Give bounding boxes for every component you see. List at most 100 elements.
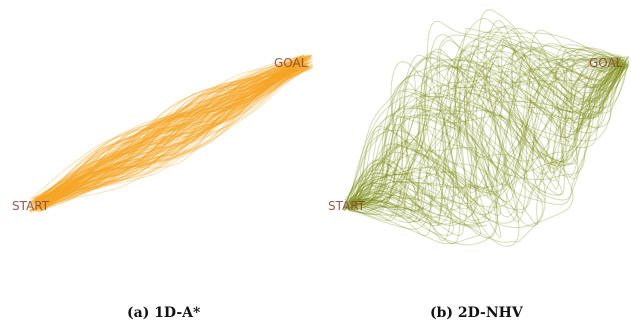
trajectory-path: [352, 57, 628, 210]
trajectory-path: [348, 65, 621, 211]
trajectory-path: [343, 56, 629, 208]
trajectory-path: [343, 56, 619, 211]
trajectory-path: [351, 17, 630, 236]
panel-b-trajectories: [343, 9, 630, 247]
trajectory-path: [33, 55, 307, 204]
trajectory-path: [30, 62, 308, 212]
trajectory-path: [39, 61, 308, 201]
trajectory-path: [344, 35, 623, 227]
trajectory-path: [41, 63, 304, 201]
trajectory-path: [39, 65, 304, 199]
trajectory-path: [37, 58, 311, 205]
trajectory-path: [344, 57, 626, 209]
trajectory-path: [36, 67, 310, 212]
trajectory-path: [352, 34, 620, 227]
trajectory-path: [346, 55, 619, 206]
trajectory-path: [344, 54, 620, 203]
trajectory-path: [31, 58, 306, 211]
trajectory-path: [347, 54, 628, 225]
trajectory-path: [29, 59, 302, 199]
trajectory-path: [344, 31, 626, 230]
trajectory-path: [34, 62, 308, 201]
trajectory-path: [354, 59, 626, 208]
trajectory-path: [41, 55, 303, 207]
trajectory-path: [343, 40, 622, 245]
trajectory-path: [354, 51, 627, 206]
trajectory-path: [39, 54, 305, 207]
trajectory-path: [37, 56, 302, 201]
trajectory-path: [39, 58, 306, 201]
trajectory-path: [345, 46, 620, 218]
trajectory-path: [30, 56, 310, 203]
trajectory-path: [29, 56, 306, 203]
trajectory-path: [39, 61, 301, 213]
trajectory-path: [353, 61, 626, 211]
trajectory-path: [38, 68, 310, 201]
trajectory-path: [33, 65, 304, 200]
trajectory-path: [343, 66, 626, 208]
trajectory-path: [349, 58, 619, 215]
trajectory-path: [29, 61, 313, 212]
trajectory-path: [354, 59, 627, 200]
trajectory-path: [33, 63, 313, 203]
trajectory-path: [348, 20, 630, 224]
trajectory-path: [34, 64, 303, 208]
panel-a-trajectory-plot: START GOAL: [12, 54, 314, 213]
trajectory-path: [32, 60, 303, 201]
trajectory-path: [349, 59, 627, 224]
trajectory-path: [41, 65, 308, 201]
trajectory-path: [347, 59, 628, 223]
trajectory-path: [40, 54, 310, 209]
trajectory-path: [348, 29, 630, 227]
trajectory-path: [351, 50, 621, 203]
trajectory-path: [354, 53, 624, 225]
trajectory-path: [35, 60, 313, 200]
trajectory-path: [38, 58, 305, 204]
trajectory-path: [346, 66, 629, 214]
trajectory-path: [30, 64, 313, 206]
trajectory-path: [344, 66, 628, 209]
trajectory-path: [348, 64, 629, 211]
trajectory-path: [32, 58, 306, 205]
trajectory-path: [355, 56, 628, 213]
trajectory-path: [32, 57, 305, 211]
trajectory-path: [39, 55, 311, 203]
trajectory-path: [344, 57, 621, 206]
trajectory-path: [34, 54, 313, 211]
trajectory-path: [35, 58, 307, 209]
trajectory-path: [40, 60, 303, 204]
trajectory-path: [40, 55, 311, 210]
trajectory-path: [352, 63, 629, 201]
trajectory-path: [343, 9, 622, 246]
trajectory-path: [349, 57, 619, 202]
panel-b-start-label: START: [328, 199, 366, 213]
trajectory-path: [350, 60, 627, 203]
trajectory-path: [36, 56, 303, 204]
trajectory-path: [34, 61, 302, 205]
trajectory-path: [344, 60, 620, 205]
trajectory-path: [351, 57, 622, 221]
trajectory-path: [35, 57, 306, 208]
trajectory-path: [30, 63, 309, 203]
trajectory-path: [348, 56, 630, 212]
panel-a-caption: (a) 1D-A*: [127, 305, 201, 321]
trajectory-path: [345, 59, 629, 214]
trajectory-path: [343, 62, 624, 210]
trajectory-path: [353, 45, 627, 245]
trajectory-path: [346, 56, 618, 211]
trajectory-path: [347, 60, 625, 206]
trajectory-path: [349, 50, 618, 207]
trajectory-path: [36, 68, 305, 200]
trajectory-path: [37, 57, 305, 208]
trajectory-path: [344, 38, 627, 224]
trajectory-path: [41, 66, 313, 199]
trajectory-path: [349, 58, 621, 216]
trajectory-path: [352, 66, 622, 206]
trajectory-path: [41, 64, 309, 208]
trajectory-path: [36, 57, 306, 200]
trajectory-path: [349, 51, 621, 205]
trajectory-path: [350, 64, 630, 229]
trajectory-path: [37, 57, 308, 206]
trajectory-path: [355, 39, 629, 238]
